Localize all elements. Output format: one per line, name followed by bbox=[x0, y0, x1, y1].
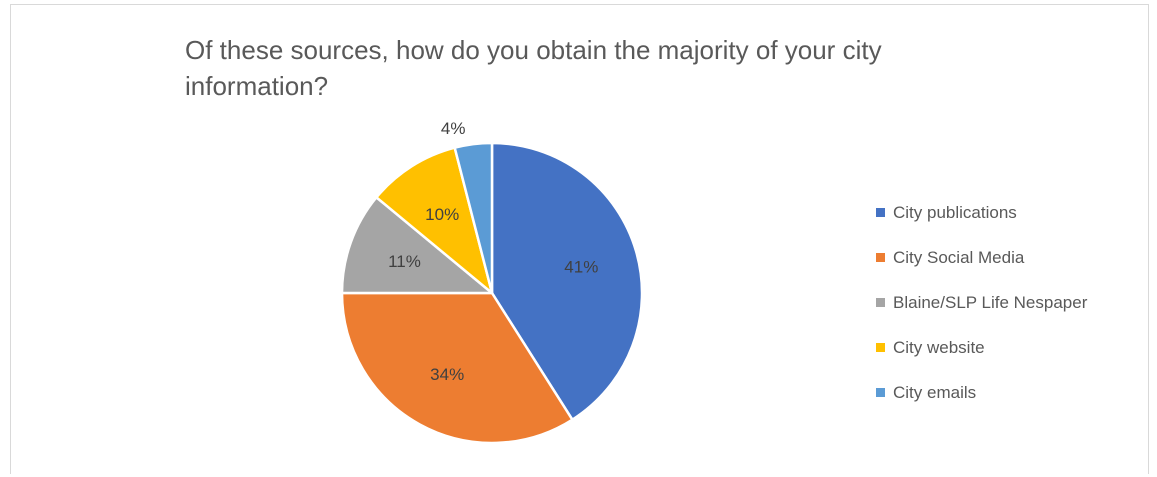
slice-label-4: 4% bbox=[441, 119, 466, 138]
pie-slice-4 bbox=[453, 141, 494, 295]
chart-legend: City publications City Social Media Blaine… bbox=[876, 190, 1087, 415]
chart-title: Of these sources, how do you obtain the … bbox=[185, 35, 882, 101]
legend-swatch bbox=[876, 208, 885, 217]
legend-label: City publications bbox=[893, 202, 1017, 222]
slice-label-0: 41% bbox=[564, 258, 598, 277]
legend-label: City website bbox=[893, 337, 985, 357]
slice-label-1: 34% bbox=[430, 365, 464, 384]
slice-label-2: 11% bbox=[388, 252, 421, 271]
slice-label-3: 10% bbox=[425, 205, 459, 224]
legend-item: Blaine/SLP Life Nespaper bbox=[876, 280, 1087, 325]
legend-label: Blaine/SLP Life Nespaper bbox=[893, 292, 1088, 312]
legend-swatch bbox=[876, 253, 885, 262]
legend-item: City Social Media bbox=[876, 235, 1087, 280]
legend-swatch bbox=[876, 388, 885, 397]
legend-label: City Social Media bbox=[893, 247, 1025, 267]
pie-slice-2 bbox=[340, 196, 494, 295]
pie-slices bbox=[340, 141, 644, 445]
legend-label: City emails bbox=[893, 382, 977, 402]
legend-item: City website bbox=[876, 325, 1087, 370]
chart-frame bbox=[10, 4, 1149, 474]
legend-swatch bbox=[876, 343, 885, 352]
legend-item: City emails bbox=[876, 370, 1087, 415]
slice-labels: 41% 34% 11% 10% 4% bbox=[388, 119, 598, 384]
legend-swatch bbox=[876, 298, 885, 307]
legend-item: City publications bbox=[876, 190, 1087, 235]
pie-slice-1 bbox=[340, 291, 574, 445]
